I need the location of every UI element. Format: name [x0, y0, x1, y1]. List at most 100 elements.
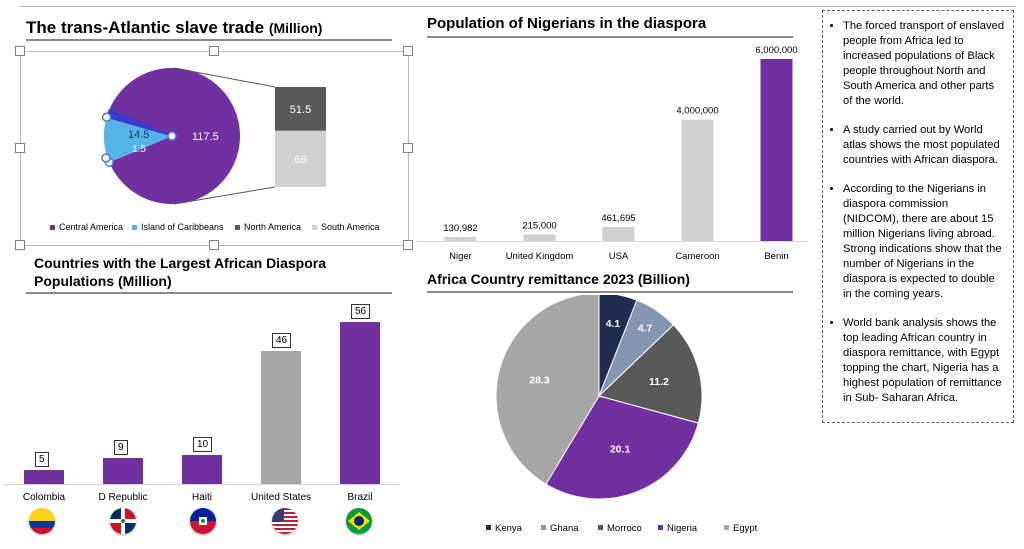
- bar-benin: [760, 59, 793, 241]
- legend-label: North America: [244, 222, 302, 232]
- remittance-title: Africa Country remittance 2023 (Billion): [427, 271, 690, 287]
- secondary-bar-label-66: 66: [294, 154, 306, 166]
- pie-label-1-5: 1.5: [132, 144, 146, 155]
- x-axis-line: [4, 484, 400, 485]
- legend-item-north-america: North America: [235, 222, 301, 232]
- legend-swatch: [50, 224, 55, 230]
- resize-handle-w[interactable]: [15, 143, 25, 153]
- slice-selection-handle: [167, 131, 177, 141]
- united-states-flag-icon: [272, 508, 298, 534]
- pie-slice-1-0: [107, 109, 173, 137]
- notes-list: The forced transport of enslaved people …: [831, 19, 1005, 406]
- legend-item-south-america: South America: [312, 222, 380, 232]
- remittance-title-rule: [427, 291, 793, 293]
- legend-swatch-morroco: [598, 525, 603, 530]
- category-label-brazil: Brazil: [347, 492, 373, 503]
- secondary-bar-segment-66: [275, 130, 326, 187]
- resize-handle-nw[interactable]: [15, 46, 25, 56]
- legend-swatch-kenya: [486, 525, 491, 530]
- resize-handle-sw[interactable]: [15, 240, 25, 250]
- slave-trade-title: The trans-Atlantic slave trade (Million): [26, 18, 322, 38]
- bar-usa: [602, 226, 635, 241]
- value-label-united-states: 46: [272, 332, 292, 348]
- slice-selection-handle: [101, 153, 111, 163]
- note-item: According to the Nigerians in diaspora c…: [843, 182, 1005, 302]
- category-label-cameroon: Cameroon: [675, 251, 719, 262]
- value-label-brazil: 56: [351, 304, 371, 319]
- slice-selection-handle: [101, 112, 112, 122]
- bar-brazil: [340, 322, 380, 484]
- pie-slice-morroco: [598, 324, 703, 424]
- brazil-flag-icon: [346, 508, 372, 534]
- bar-niger: [444, 237, 477, 241]
- pie-slice-14-5: [104, 117, 172, 163]
- legend-swatch: [235, 224, 240, 230]
- pie-label-nigeria: 20.1: [610, 444, 631, 456]
- note-item: A study carried out by World atlas shows…: [843, 123, 1005, 168]
- resize-handle-s[interactable]: [209, 240, 219, 250]
- bar-united-states: [261, 350, 301, 484]
- top-separator: [20, 6, 1016, 7]
- diaspora-populations-title-line1: Countries with the Largest African Diasp…: [34, 255, 326, 271]
- notes-box: The forced transport of enslaved people …: [822, 10, 1014, 423]
- category-label-d-republic: D Republic: [98, 492, 148, 503]
- slave-trade-title-text: The trans-Atlantic slave trade: [26, 18, 265, 37]
- legend-swatch-egypt: [724, 525, 729, 530]
- category-label-benin: Benin: [764, 251, 788, 262]
- pie-label-egypt: 28.3: [529, 374, 550, 386]
- bar-colombia: [24, 469, 64, 484]
- diaspora-populations-title-rule: [26, 292, 392, 294]
- pie-label-ghana: 4.7: [638, 323, 653, 335]
- category-label-colombia: Colombia: [22, 492, 66, 503]
- secondary-bar-segment-51-5: [275, 87, 326, 131]
- value-label-niger: 130,982: [443, 223, 477, 234]
- value-label-cameroon: 4,000,000: [676, 106, 718, 117]
- legend-label: Island of Caribbeans: [141, 222, 224, 232]
- legend-swatch-ghana: [541, 525, 546, 530]
- dominican-republic-flag-icon: [110, 508, 136, 534]
- haiti-flag-icon: [190, 508, 216, 534]
- legend-label-kenya: Kenya: [495, 523, 523, 534]
- value-label-colombia: 5: [35, 451, 49, 467]
- nigerians-diaspora-title: Population of Nigerians in the diaspora: [427, 15, 707, 32]
- value-label-usa: 461,695: [601, 213, 635, 224]
- resize-handle-e[interactable]: [403, 143, 413, 153]
- diaspora-populations-title-line2: Populations (Million): [34, 273, 172, 289]
- pie-label-kenya: 4.1: [606, 318, 621, 330]
- legend-item-central-america: Central America: [50, 222, 123, 232]
- secondary-bar-label-51-5: 51.5: [290, 104, 311, 116]
- colombia-flag-icon: [29, 508, 55, 534]
- legend-swatch: [132, 224, 137, 230]
- diaspora-populations-title: Countries with the Largest African Diasp…: [34, 254, 326, 290]
- slave-trade-title-unit: (Million): [268, 20, 323, 36]
- value-label-united-kingdom: 215,000: [522, 220, 556, 231]
- category-label-niger: Niger: [449, 251, 472, 262]
- bar-united-kingdom: [523, 234, 556, 241]
- bar-d-republic: [103, 457, 143, 484]
- nigerians-diaspora-bar-chart: 130,982 Niger 215,000 United Kingdom 461,695…: [417, 45, 807, 262]
- legend-label-nigeria: Nigeria: [667, 523, 698, 534]
- slave-trade-title-rule: [26, 39, 392, 41]
- value-label-haiti: 10: [193, 437, 213, 453]
- resize-handle-ne[interactable]: [403, 46, 413, 56]
- category-label-usa: USA: [609, 251, 629, 262]
- legend-item-island-of-caribbeans: Island of Caribbeans: [132, 222, 224, 232]
- slave-trade-pie-of-pie-chart: 117.5 14.5 1.5 51.5 66: [101, 67, 326, 205]
- legend-swatch: [312, 224, 317, 230]
- pie-label-morroco: 11.2: [649, 376, 669, 388]
- connector-line-top: [173, 67, 276, 88]
- resize-handle-n[interactable]: [209, 46, 219, 56]
- category-label-united-kingdom: United Kingdom: [506, 251, 574, 262]
- category-label-haiti: Haiti: [191, 492, 212, 503]
- legend-label-morroco: Morroco: [607, 523, 642, 534]
- pie-label-central-america: 117.5: [192, 131, 219, 143]
- legend-label-egypt: Egypt: [733, 523, 758, 534]
- legend-label: South America: [321, 222, 380, 232]
- note-item: The forced transport of enslaved people …: [843, 19, 1005, 109]
- note-item: World bank analysis shows the top leadin…: [843, 316, 1005, 406]
- bar-haiti: [182, 455, 222, 484]
- legend-label: Central America: [59, 222, 124, 232]
- pie-label-island-of-caribbeans: 14.5: [128, 129, 149, 141]
- resize-handle-se[interactable]: [403, 240, 413, 250]
- connector-line-bottom: [173, 186, 276, 205]
